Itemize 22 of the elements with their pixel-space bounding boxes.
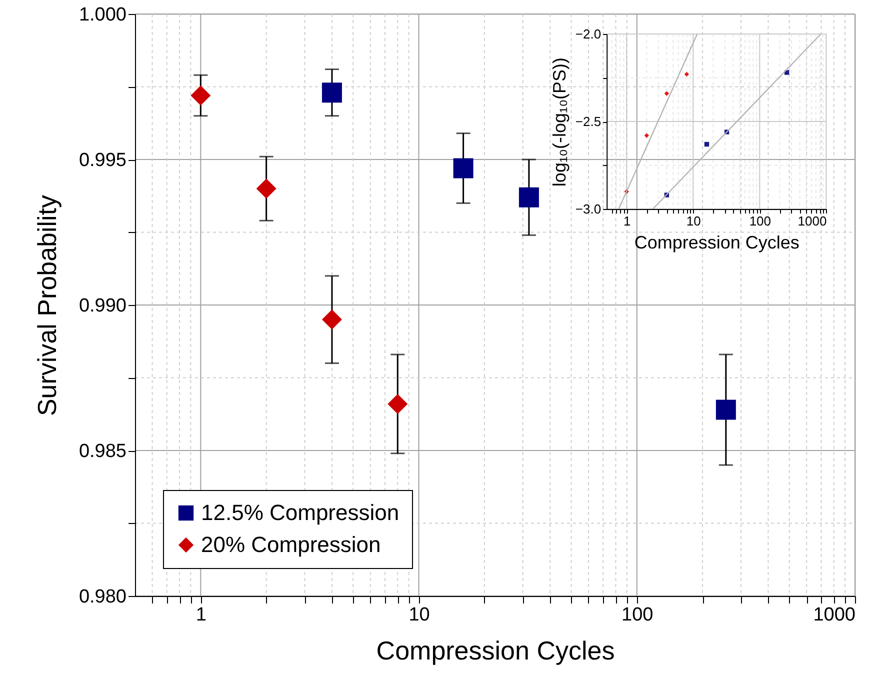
- legend-label: 12.5% Compression: [201, 500, 400, 525]
- x-tick-label: 1: [196, 604, 206, 626]
- y-tick-label: 0.990: [78, 296, 126, 316]
- y-tick-label: −3.0: [575, 202, 602, 216]
- x-axis-title: Compression Cycles: [634, 232, 800, 252]
- x-tick-label: 100: [622, 604, 654, 626]
- x-tick-label: 100: [749, 214, 772, 228]
- x-axis-title: Compression Cycles: [376, 636, 615, 666]
- x-tick-label: 1000: [813, 604, 856, 626]
- y-axis-title: log₁₀(-log₁₀(PS)): [549, 57, 570, 187]
- legend-label: 20% Compression: [201, 532, 381, 557]
- y-tick-label: 0.980: [78, 586, 126, 608]
- x-tick-label: 1: [624, 214, 631, 228]
- x-tick-label: 1000: [798, 214, 827, 228]
- x-tick-label: 10: [408, 604, 430, 626]
- y-axis-title: Survival Probability: [32, 194, 62, 416]
- x-tick-label: 10: [686, 214, 701, 228]
- y-tick-label: 1.000: [78, 4, 126, 26]
- y-tick-label: −2.5: [575, 114, 602, 129]
- y-tick-label: 0.985: [78, 441, 126, 462]
- y-tick-label: 0.995: [78, 150, 126, 171]
- y-tick-label: −2.0: [575, 26, 602, 42]
